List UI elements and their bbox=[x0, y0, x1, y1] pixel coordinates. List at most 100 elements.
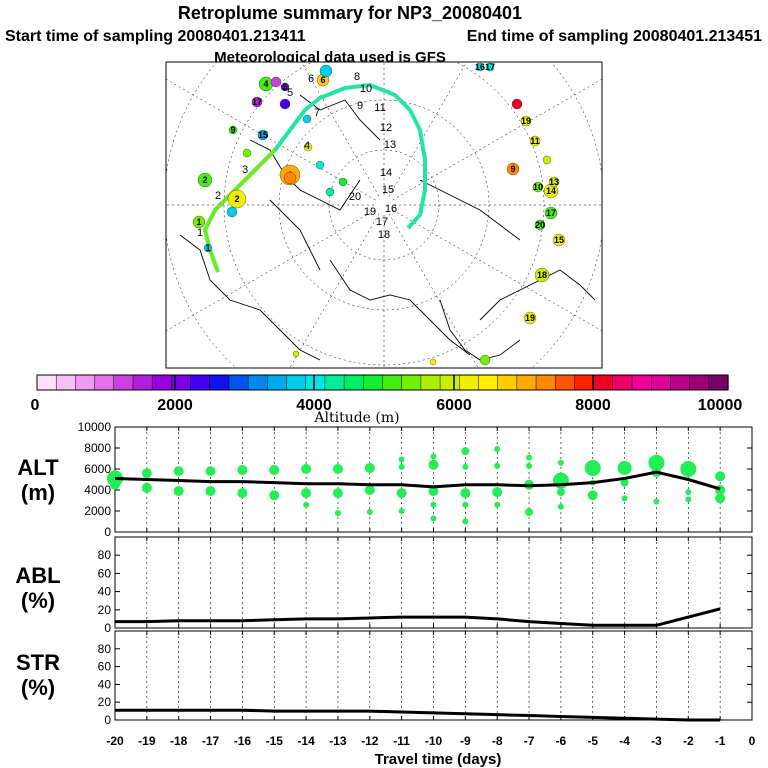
str-ytick-label: 40 bbox=[98, 677, 112, 691]
cluster-marker-label: 20 bbox=[535, 220, 545, 230]
colorbar-swatch bbox=[382, 374, 403, 391]
alt-cluster-dot bbox=[620, 478, 629, 487]
colorbar-swatch bbox=[439, 374, 460, 391]
start-sampling-text: Start time of sampling 20080401.213411 bbox=[5, 28, 306, 45]
alt-cluster-dot bbox=[398, 456, 405, 463]
colorbar-swatch bbox=[190, 374, 211, 391]
cluster-marker bbox=[544, 206, 558, 220]
colorbar-outline bbox=[36, 374, 729, 391]
cluster-marker bbox=[475, 62, 485, 72]
cluster-marker-label: 9 bbox=[230, 125, 235, 135]
alt-cluster-dot bbox=[715, 493, 726, 504]
trajectory-day-label: 6 bbox=[308, 73, 314, 85]
cluster-marker-label: 15 bbox=[554, 235, 564, 245]
alt-cluster-dot bbox=[685, 496, 692, 503]
alt-cluster-dot bbox=[303, 501, 310, 508]
polar-map: 4517615922311191191014131720151819161712… bbox=[165, 61, 603, 369]
colorbar-swatch bbox=[631, 374, 652, 391]
trajectory-day-label: 8 bbox=[354, 71, 360, 83]
alt-cluster-dot bbox=[557, 459, 564, 466]
alt-cluster-dot bbox=[621, 495, 628, 502]
alt-cluster-dot bbox=[494, 462, 501, 469]
alt-cluster-dot bbox=[461, 447, 470, 456]
alt-panel-unit: (m) bbox=[21, 480, 55, 505]
alt-cluster-dot bbox=[653, 498, 660, 505]
cluster-marker bbox=[542, 155, 552, 165]
cluster-marker bbox=[506, 162, 520, 176]
alt-ytick-label: 10000 bbox=[78, 420, 112, 434]
alt-ytick-label: 8000 bbox=[84, 441, 111, 455]
trajectory-day-label: 11 bbox=[374, 102, 385, 114]
alt-cluster-dot bbox=[460, 488, 471, 499]
abl-panel-unit: (%) bbox=[21, 588, 55, 613]
abl-panel-title: ABL bbox=[15, 563, 60, 588]
cluster-marker bbox=[251, 96, 263, 108]
cluster-marker bbox=[270, 76, 282, 88]
x-tick-label: -2 bbox=[683, 734, 694, 748]
trajectory-day-label: 12 bbox=[380, 122, 392, 134]
trajectory-day-label: 20 bbox=[349, 191, 361, 203]
cluster-marker-label: 18 bbox=[537, 270, 547, 280]
coastline bbox=[419, 179, 521, 241]
colorbar-tick-2000: 2000 bbox=[157, 397, 193, 414]
x-axis-label: Travel time (days) bbox=[375, 751, 502, 768]
colorbar-swatch bbox=[75, 374, 96, 391]
str-series-line bbox=[115, 708, 721, 722]
alt-cluster-dot bbox=[430, 501, 437, 508]
colorbar-tick-8000: 8000 bbox=[575, 397, 611, 414]
str-panel-title: STR bbox=[16, 650, 60, 675]
alt-cluster-dot bbox=[110, 479, 120, 490]
alt-cluster-dot bbox=[332, 464, 343, 474]
alt-cluster-dot bbox=[430, 515, 437, 522]
colorbar-swatch bbox=[343, 374, 364, 391]
colorbar-swatch bbox=[324, 374, 345, 391]
str-panel-unit: (%) bbox=[21, 675, 55, 700]
alt-cluster-dot bbox=[494, 501, 501, 508]
x-tick-label: -8 bbox=[492, 734, 503, 748]
colorbar-swatch bbox=[363, 374, 384, 391]
meridian-line bbox=[392, 209, 602, 332]
colorbar-tick-0: 0 bbox=[31, 397, 40, 414]
colorbar-swatch bbox=[478, 374, 499, 391]
cluster-marker-label: 19 bbox=[521, 116, 531, 126]
colorbar-tick-6000: 6000 bbox=[436, 397, 472, 414]
cluster-marker-label: 11 bbox=[530, 136, 540, 146]
meridian-line bbox=[289, 213, 380, 368]
cluster-marker bbox=[203, 243, 213, 253]
colorbar-swatch bbox=[94, 374, 115, 391]
colorbar-swatch bbox=[209, 374, 230, 391]
trajectory-day-label: 1 bbox=[197, 227, 203, 239]
alt-cluster-dot bbox=[366, 509, 373, 516]
end-sampling-text: End time of sampling 20080401.213451 bbox=[467, 28, 762, 45]
alt-cluster-dot bbox=[556, 488, 565, 497]
colorbar-label: Altitude (m) bbox=[313, 410, 399, 426]
time-series-panels: 0 2000 4000 6000 8000 10000 0 20 40 60 80 0 20 40 60 80… bbox=[78, 420, 756, 748]
cluster-marker bbox=[325, 187, 335, 197]
cluster-marker-label: 10 bbox=[533, 182, 543, 192]
cluster-marker-label: 16 bbox=[475, 62, 485, 72]
cluster-marker bbox=[227, 189, 247, 209]
cluster-marker-label: 6 bbox=[320, 75, 325, 85]
cluster-marker bbox=[338, 177, 348, 187]
cluster-marker-label: 17 bbox=[546, 208, 556, 218]
cluster-marker bbox=[511, 98, 523, 110]
trajectory-day-label: 9 bbox=[357, 100, 363, 112]
cluster-marker bbox=[534, 219, 546, 231]
alt-cluster-dot bbox=[494, 446, 501, 453]
alt-cluster-dot bbox=[396, 488, 407, 499]
cluster-marker-label: 14 bbox=[546, 186, 556, 196]
cluster-marker bbox=[226, 206, 238, 218]
colorbar-swatch bbox=[151, 374, 173, 391]
alt-cluster-dot bbox=[173, 486, 184, 497]
cluster-marker bbox=[315, 160, 325, 170]
cluster-marker-label: 17 bbox=[485, 62, 495, 72]
cluster-marker-label: 2 bbox=[202, 175, 207, 185]
x-tick-label: -16 bbox=[234, 734, 252, 748]
trajectory-day-label: 5 bbox=[287, 87, 293, 99]
x-tick-label: -11 bbox=[393, 734, 410, 748]
alt-cluster-dot bbox=[526, 462, 533, 469]
abl-ytick-label: 40 bbox=[98, 585, 112, 599]
alt-cluster-dot bbox=[141, 482, 152, 493]
x-tick-label: -14 bbox=[297, 734, 315, 748]
map-content: 4517615922311191191014131720151819161712… bbox=[166, 62, 602, 368]
